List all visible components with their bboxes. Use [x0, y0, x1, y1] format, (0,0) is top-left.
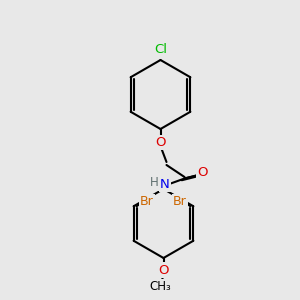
- Text: Br: Br: [173, 195, 187, 208]
- Text: CH₃: CH₃: [150, 280, 171, 293]
- Text: Br: Br: [140, 195, 154, 208]
- Text: O: O: [197, 166, 208, 179]
- Text: Cl: Cl: [154, 43, 167, 56]
- Text: H: H: [150, 176, 159, 190]
- Text: O: O: [158, 263, 169, 277]
- Text: N: N: [160, 178, 170, 191]
- Text: O: O: [155, 136, 166, 149]
